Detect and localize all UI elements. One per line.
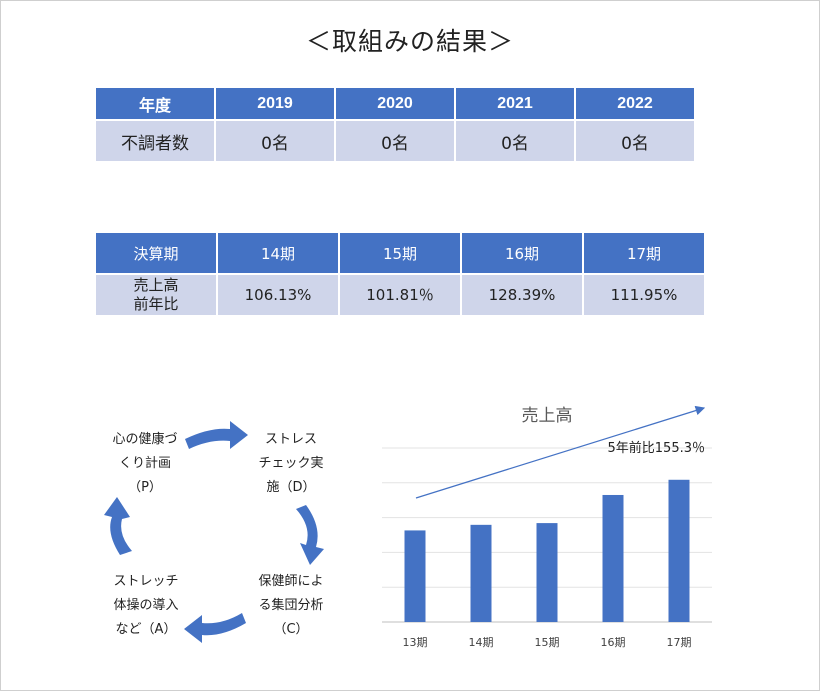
header-cell: 17期 [584, 233, 704, 273]
cycle-label-line: 心の健康づ [112, 432, 178, 447]
cycle-label-line: ストレス [264, 432, 317, 447]
table-cell: 0名 [216, 121, 334, 161]
cycle-label-line: る集団分析 [258, 598, 324, 613]
table-cell: 0名 [456, 121, 574, 161]
table-cell: 0名 [576, 121, 694, 161]
header-cell: 15期 [340, 233, 460, 273]
cycle-arrow-icon [184, 613, 246, 643]
bar [602, 494, 624, 622]
table-row: 売上高 前年比 106.13% 101.81％ 128.39% 111.95% [96, 275, 704, 315]
header-cell: 2022 [576, 88, 694, 119]
x-tick-label: 14期 [469, 636, 494, 649]
cycle-label-do: ストレス チェック実 施（D） [245, 428, 337, 500]
bar [536, 523, 558, 622]
header-cell: 16期 [462, 233, 582, 273]
row-label-cell: 不調者数 [96, 121, 214, 161]
trend-arrow [415, 405, 706, 499]
bar [668, 479, 690, 622]
table-row: 不調者数 0名 0名 0名 0名 [96, 121, 694, 161]
x-tick-label: 17期 [667, 636, 692, 649]
cycle-label-line: チェック実 [258, 456, 324, 471]
header-cell: 年度 [96, 88, 214, 119]
table-cell: 111.95% [584, 275, 704, 315]
x-tick-labels: 13期 14期 15期 16期 17期 [403, 636, 692, 649]
table-cell: 0名 [336, 121, 454, 161]
x-tick-label: 16期 [601, 636, 626, 649]
header-cell: 2019 [216, 88, 334, 119]
page-title: ＜取組みの結果＞ [305, 27, 514, 56]
header-cell: 決算期 [96, 233, 216, 273]
pdca-cycle-arrows [104, 421, 324, 643]
x-tick-label: 15期 [535, 636, 560, 649]
cycle-label-line: など（A） [115, 622, 177, 637]
cycle-label-line: 施（D） [266, 480, 316, 495]
chart-title: 売上高 [522, 406, 573, 426]
table-cell: 101.81％ [340, 275, 460, 315]
cycle-arrow-icon [104, 497, 132, 555]
header-cell: 14期 [218, 233, 338, 273]
cycle-label-plan: 心の健康づ くり計画 （P） [100, 428, 190, 500]
chart-annotation: 5年前比155.3％ [608, 440, 706, 456]
cycle-arrow-icon [185, 421, 248, 449]
sales-bar-chart: 売上高 13期 14期 15期 16期 17期 5年前比155.3％ [382, 405, 712, 649]
sales-growth-table: 決算期 14期 15期 16期 17期 売上高 前年比 106.13% 101.… [94, 231, 706, 317]
table-cell: 106.13% [218, 275, 338, 315]
table-cell: 128.39% [462, 275, 582, 315]
bars [404, 479, 690, 622]
bar [470, 524, 492, 622]
cycle-label-check: 保健師によ る集団分析 （C） [245, 570, 337, 642]
cycle-label-line: 体操の導入 [113, 598, 179, 613]
cycle-label-line: 保健師によ [258, 574, 324, 589]
row-label-line: 売上高 [133, 276, 179, 294]
cycle-label-line: ストレッチ [113, 574, 179, 589]
x-tick-label: 13期 [403, 636, 428, 649]
row-label-line: 前年比 [133, 295, 179, 313]
cycle-label-line: （C） [273, 622, 309, 637]
cycle-label-line: くり計画 [118, 456, 171, 471]
header-cell: 2020 [336, 88, 454, 119]
cycle-label-act: ストレッチ 体操の導入 など（A） [98, 570, 194, 642]
bar [404, 530, 426, 622]
row-label-cell: 売上高 前年比 [96, 275, 216, 315]
header-cell: 2021 [456, 88, 574, 119]
table-header-row: 年度 2019 2020 2021 2022 [96, 88, 694, 119]
table-header-row: 決算期 14期 15期 16期 17期 [96, 233, 704, 273]
absentee-table: 年度 2019 2020 2021 2022 不調者数 0名 0名 0名 0名 [94, 86, 696, 163]
cycle-label-line: （P） [128, 480, 162, 495]
cycle-arrow-icon [296, 505, 324, 565]
